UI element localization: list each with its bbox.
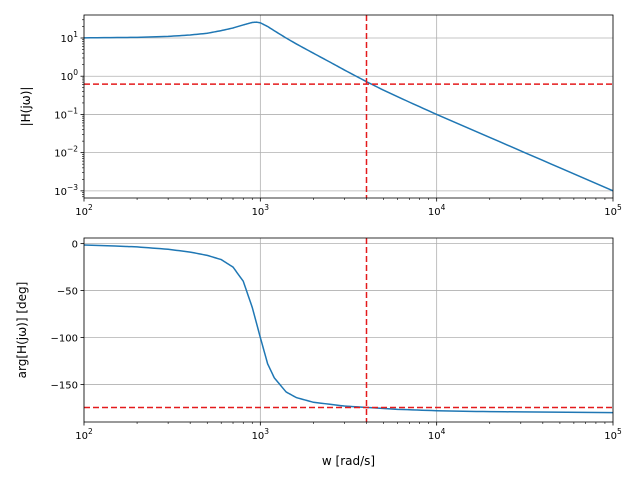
x-axis-label: w [rad/s]: [322, 454, 375, 468]
panel-phase: 102 103 104 105 0 −50 −100 −150 arg[H(jω)] [deg]…: [15, 237, 622, 468]
y-axis-label: |H(jω)|: [19, 87, 33, 127]
axes-frame: [83, 237, 614, 423]
series-line: [84, 244, 613, 414]
y-tick-label: 100: [60, 68, 78, 83]
x-tick-label: 104: [428, 203, 446, 218]
x-tick-label: 103: [252, 427, 270, 442]
plot-area: [84, 15, 613, 198]
series-line: [84, 21, 613, 192]
x-tick-label: 103: [252, 203, 270, 218]
y-tick-label: 10−3: [54, 183, 78, 198]
axes-frame: [83, 14, 614, 199]
y-tick-label: 0: [72, 240, 78, 251]
panel-magnitude: 102 103 104 105 10−3 10−2 10−1 100 101 |H(jω)|: [19, 14, 622, 218]
y-tick-label: 10−2: [54, 145, 78, 160]
x-tick-label: 102: [75, 427, 93, 442]
plot-area: [84, 238, 613, 422]
x-tick-label: 104: [428, 427, 446, 442]
y-axis-label: arg[H(jω)] [deg]: [15, 282, 29, 379]
y-tick-label: 101: [60, 30, 78, 45]
y-tick-label: −50: [57, 287, 78, 298]
y-tick-label: −100: [51, 334, 78, 345]
x-tick-label: 102: [75, 203, 93, 218]
x-tick-label: 105: [604, 427, 622, 442]
x-tick-label: 105: [604, 203, 622, 218]
y-tick-label: 10−1: [54, 106, 78, 121]
y-tick-label: −150: [51, 380, 78, 391]
